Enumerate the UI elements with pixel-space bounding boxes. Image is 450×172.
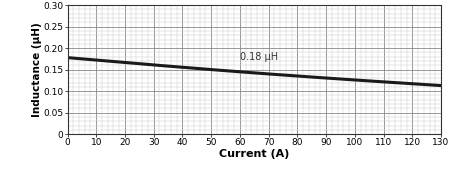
Text: 0.18 μH: 0.18 μH: [240, 52, 278, 62]
Y-axis label: Inductance (μH): Inductance (μH): [32, 22, 42, 117]
X-axis label: Current (A): Current (A): [219, 149, 289, 159]
